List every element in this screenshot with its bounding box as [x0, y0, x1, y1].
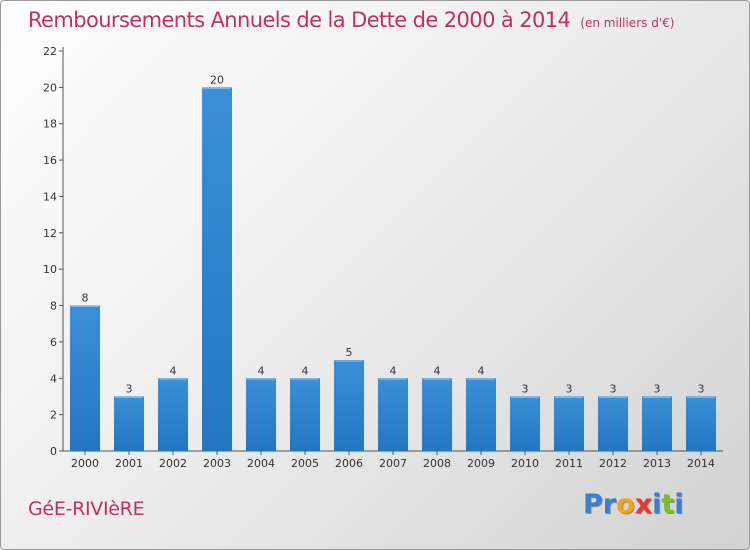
- y-tick-label: 18: [43, 118, 57, 131]
- bar-2003: [202, 87, 232, 451]
- proxiti-logo[interactable]: Proxiti: [583, 489, 684, 520]
- commune-name: GéE-RIVIèRE: [28, 498, 145, 520]
- y-tick-label: 12: [43, 227, 57, 240]
- bars: [70, 87, 716, 451]
- data-label-2005: 4: [302, 364, 309, 377]
- bar-2010: [510, 396, 540, 451]
- x-tick-label: 2001: [115, 457, 143, 470]
- bar-2006: [334, 360, 364, 451]
- x-tick-label: 2012: [599, 457, 627, 470]
- y-tick-label: 8: [50, 300, 57, 313]
- data-label-2009: 4: [478, 364, 485, 377]
- logo-letter: i: [674, 489, 684, 520]
- data-label-2002: 4: [170, 364, 177, 377]
- bar-2000: [70, 305, 100, 451]
- chart-title: Remboursements Annuels de la Dette de 20…: [28, 8, 674, 32]
- logo-letter: o: [616, 489, 635, 520]
- data-label-2013: 3: [654, 382, 661, 395]
- bar-2009: [466, 378, 496, 451]
- x-tick-label: 2013: [643, 457, 671, 470]
- y-tick-label: 6: [50, 336, 57, 349]
- x-tick-label: 2000: [71, 457, 99, 470]
- logo-letter: i: [652, 489, 662, 520]
- x-tick-label: 2004: [247, 457, 275, 470]
- x-tick-label: 2008: [423, 457, 451, 470]
- logo-letter: t: [661, 489, 675, 520]
- data-label-2000: 8: [82, 292, 89, 305]
- data-label-2010: 3: [522, 382, 529, 395]
- y-tick-label: 10: [43, 263, 57, 276]
- y-tick-label: 0: [50, 445, 57, 458]
- y-tick-label: 20: [43, 81, 57, 94]
- bar-2011: [554, 396, 584, 451]
- chart-unit-label: (en milliers d'€): [580, 16, 675, 30]
- logo-letter: P: [583, 489, 603, 520]
- x-tick-label: 2010: [511, 457, 539, 470]
- bar-2014: [686, 396, 716, 451]
- logo-letter: x: [634, 489, 653, 520]
- y-tick-label: 4: [50, 372, 57, 385]
- data-label-2003: 20: [210, 73, 224, 86]
- x-tick-label: 2009: [467, 457, 495, 470]
- y-tick-label: 22: [43, 45, 57, 58]
- x-tick-label: 2003: [203, 457, 231, 470]
- x-tick-label: 2005: [291, 457, 319, 470]
- data-label-2001: 3: [126, 382, 133, 395]
- x-tick-label: 2002: [159, 457, 187, 470]
- x-tick-label: 2006: [335, 457, 363, 470]
- bar-2005: [290, 378, 320, 451]
- bar-2001: [114, 396, 144, 451]
- data-label-2008: 4: [434, 364, 441, 377]
- data-label-2011: 3: [566, 382, 573, 395]
- axes: 0 2 4 6 8 10 12 14 16 18 20 22 2000 2001 2002 2003 2004 2…: [43, 45, 723, 470]
- x-tick-label: 2007: [379, 457, 407, 470]
- y-tick-label: 14: [43, 190, 57, 203]
- y-tick-label: 2: [50, 409, 57, 422]
- data-label-2004: 4: [258, 364, 265, 377]
- x-tick-label: 2014: [687, 457, 715, 470]
- data-label-2014: 3: [698, 382, 705, 395]
- data-label-2007: 4: [390, 364, 397, 377]
- chart-title-text: Remboursements Annuels de la Dette de 20…: [28, 8, 571, 32]
- bar-2007: [378, 378, 408, 451]
- data-labels: 8 3 4 20 4 4 5 4 4 4 3 3 3 3 3: [82, 73, 705, 395]
- bar-2004: [246, 378, 276, 451]
- bar-2013: [642, 396, 672, 451]
- y-tick-label: 16: [43, 154, 57, 167]
- bar-2012: [598, 396, 628, 451]
- bar-2002: [158, 378, 188, 451]
- logo-letter: r: [602, 489, 617, 520]
- x-tick-label: 2011: [555, 457, 583, 470]
- bar-2008: [422, 378, 452, 451]
- data-label-2012: 3: [610, 382, 617, 395]
- data-label-2006: 5: [346, 346, 353, 359]
